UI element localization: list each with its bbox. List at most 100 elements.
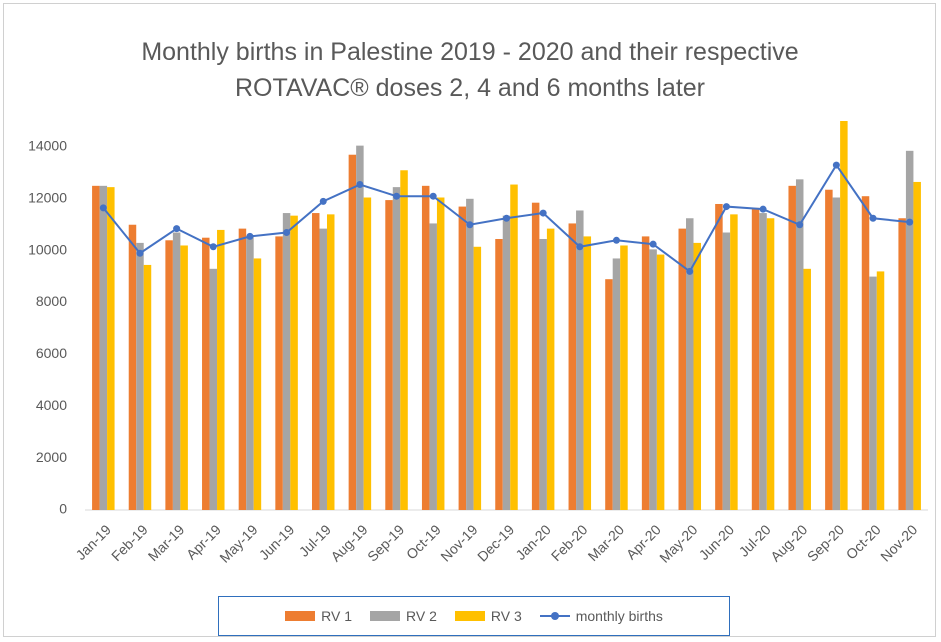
x-tick-label: Mar-20 [585,521,628,564]
line-point [759,205,767,213]
legend-label: RV 3 [490,608,522,624]
line-point [356,181,364,189]
legend-label: RV 2 [405,608,437,624]
bar [583,236,592,511]
bar [275,236,283,511]
x-tick-label: Aug-20 [767,521,810,564]
bar [92,185,100,511]
x-tick-label: Sep-19 [364,521,407,564]
chart-border [3,3,936,637]
x-tick-label: Mar-19 [145,521,188,564]
line-point [99,204,107,212]
bar [641,236,650,511]
legend: RV 1 RV 2 RV 3 monthly births [218,596,730,636]
line-point [246,232,254,240]
bar [759,213,767,510]
line-point [429,192,437,200]
x-tick-label: Jun-19 [256,521,298,563]
legend-label: monthly births [575,608,663,624]
bar [458,206,467,510]
legend-label: RV 1 [321,608,352,624]
line-point [136,249,144,257]
line-point [503,214,510,222]
bar [795,179,804,510]
bar [356,145,364,511]
bar [253,258,262,510]
bar [165,240,173,510]
line-point [869,214,877,222]
bar [869,276,877,510]
x-tick-label: Jan-20 [512,521,554,563]
bar [656,254,665,510]
bar [473,246,482,510]
bar [363,197,372,510]
bar [180,245,188,511]
bar [319,228,327,510]
bar [217,229,225,511]
bar [107,187,115,510]
bar [840,121,848,510]
y-tick-label: 12000 [28,190,67,206]
x-tick-label: Oct-19 [403,521,444,562]
line-point [393,192,401,200]
bar [238,228,247,510]
bar [510,184,518,510]
bar [861,196,870,510]
bar [436,197,445,510]
y-tick-label: 6000 [36,345,67,361]
bar [495,238,503,510]
y-tick-label: 14000 [28,138,67,154]
bar [730,214,738,511]
x-tick-label: Feb-20 [548,521,591,564]
line-point [283,229,291,237]
bar [722,232,731,510]
bar [751,207,760,511]
bar [202,237,210,510]
legend-item: RV 3 [454,608,522,624]
bar [605,279,613,510]
bar [209,268,218,510]
legend-swatch [454,611,485,621]
legend-swatch [539,612,570,620]
y-tick-label: 4000 [36,397,67,413]
line-point [576,243,584,251]
bar [385,200,393,510]
line-point [832,161,840,169]
x-tick-label: Nov-19 [437,521,480,564]
line-point [612,236,620,244]
y-tick-label: 0 [59,501,67,517]
x-tick-label: Jan-19 [72,521,114,563]
bar [905,150,914,510]
line-point [209,243,217,251]
x-tick-label: Feb-19 [108,521,151,564]
bar [392,187,401,510]
bar [143,264,152,510]
bar [466,198,474,511]
line-point [722,203,730,211]
bar [246,236,254,511]
line-point [906,218,914,226]
y-tick-label: 10000 [28,241,67,257]
legend-swatch [369,611,400,621]
bar [400,170,408,511]
bar [290,215,298,510]
x-tick-label: Jun-20 [696,521,738,563]
legend-item: monthly births [539,608,663,624]
bar [832,197,841,510]
bar [326,214,335,511]
bar [136,242,144,511]
bar [686,218,694,510]
legend-item: RV 1 [285,608,352,624]
bar [546,228,555,510]
line-point [539,209,547,217]
line-point [466,221,474,229]
bar [172,232,181,510]
bar [913,181,921,510]
bar [620,245,628,511]
bar [803,268,811,510]
bar [788,185,796,511]
legend-marker [550,612,559,620]
x-tick-label: Sep-20 [804,521,847,564]
legend-swatch [285,611,316,621]
x-tick-label: May-19 [216,521,260,565]
